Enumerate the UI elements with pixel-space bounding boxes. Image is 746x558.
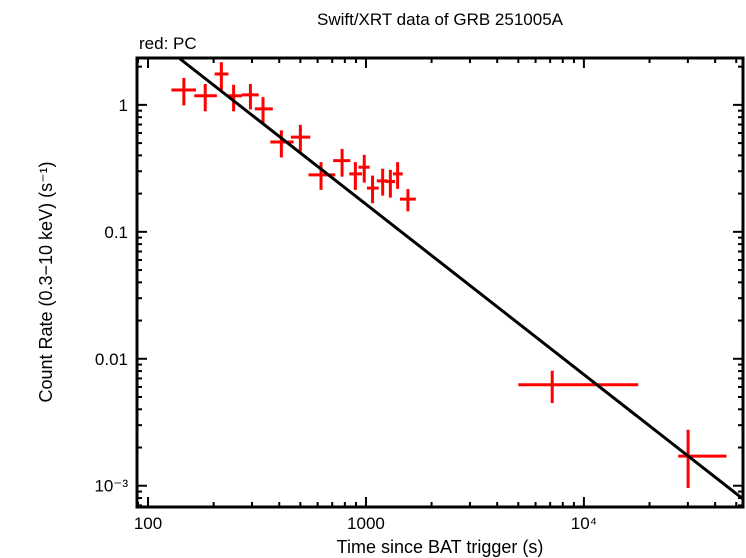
y-tick-label: 10⁻³ <box>94 477 128 496</box>
data-point <box>349 162 363 190</box>
x-axis-label: Time since BAT trigger (s) <box>337 537 544 557</box>
data-point <box>392 162 403 189</box>
data-point <box>290 124 311 152</box>
data-point <box>194 84 217 112</box>
model-fit-line <box>178 56 744 501</box>
data-point <box>358 154 370 183</box>
x-tick-label: 100 <box>134 514 162 533</box>
data-point <box>171 77 197 106</box>
data-point <box>227 84 243 112</box>
chart-title: Swift/XRT data of GRB 251005A <box>317 10 564 29</box>
data-point <box>333 148 351 177</box>
data-point <box>518 370 639 404</box>
data-point <box>385 169 396 198</box>
legend-note: red: PC <box>139 34 197 53</box>
data-point <box>399 189 416 212</box>
x-tick-label: 10⁴ <box>571 514 597 533</box>
data-point <box>242 84 259 110</box>
y-axis-label: Count Rate (0.3−10 keV) (s⁻¹) <box>36 161 56 402</box>
data-point <box>214 62 229 90</box>
data-point <box>270 130 294 158</box>
x-tick-label: 1000 <box>347 514 385 533</box>
y-tick-label: 1 <box>119 96 128 115</box>
data-point <box>366 175 379 204</box>
y-tick-label: 0.01 <box>95 350 128 369</box>
plot-frame <box>135 56 745 509</box>
data-point <box>254 97 273 123</box>
y-tick-label: 0.1 <box>104 223 128 242</box>
